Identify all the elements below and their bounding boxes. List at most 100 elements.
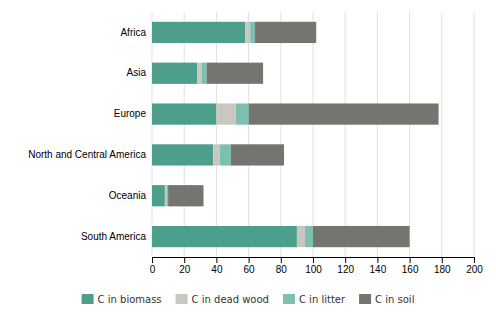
legend-swatch bbox=[82, 294, 94, 304]
x-tick-mark bbox=[345, 257, 346, 263]
legend-item: C in biomass bbox=[82, 294, 162, 305]
x-tick-mark bbox=[474, 257, 475, 263]
bars bbox=[152, 22, 439, 247]
x-tick-mark bbox=[410, 257, 411, 263]
grid-line bbox=[474, 12, 475, 257]
legend-item: C in litter bbox=[283, 294, 346, 305]
x-tick-label: 140 bbox=[370, 264, 387, 275]
bar-series bbox=[165, 22, 305, 247]
bar bbox=[255, 22, 316, 43]
y-tick-label: Europe bbox=[114, 108, 147, 119]
x-tick: 0 bbox=[150, 257, 156, 275]
x-tick-label: 120 bbox=[337, 264, 354, 275]
legend-label: C in soil bbox=[375, 294, 414, 305]
x-tick-label: 160 bbox=[402, 264, 419, 275]
x-tick-label: 20 bbox=[179, 264, 191, 275]
x-tick: 120 bbox=[337, 257, 354, 275]
bar bbox=[197, 63, 202, 84]
chart: 0 20 40 60 80 100 120 140 160 180 200 South America… bbox=[0, 0, 496, 315]
y-tick-label: Asia bbox=[127, 67, 147, 78]
x-tick-mark bbox=[249, 257, 250, 263]
bar bbox=[250, 22, 255, 43]
x-tick-mark bbox=[216, 257, 217, 263]
y-tick: Oceania bbox=[109, 190, 152, 201]
bar bbox=[249, 103, 439, 124]
grid-line bbox=[152, 12, 153, 257]
bar bbox=[152, 185, 165, 206]
bar bbox=[152, 144, 213, 165]
bar bbox=[165, 185, 167, 206]
y-tick: South America bbox=[81, 231, 152, 242]
x-tick-mark bbox=[281, 257, 282, 263]
grid-line bbox=[248, 12, 249, 257]
bar-series bbox=[166, 22, 313, 247]
bar bbox=[245, 22, 250, 43]
bar bbox=[166, 185, 168, 206]
y-tick: Asia bbox=[127, 67, 152, 78]
bar bbox=[152, 226, 297, 247]
x-tick-mark bbox=[152, 257, 153, 263]
legend-swatch bbox=[176, 294, 188, 304]
grid-line bbox=[216, 12, 217, 257]
x-tick-mark bbox=[184, 257, 185, 263]
y-tick: North and Central America bbox=[28, 149, 152, 160]
y-tick-label: North and Central America bbox=[28, 149, 146, 160]
bar bbox=[305, 226, 313, 247]
bar-series bbox=[152, 22, 297, 247]
grid bbox=[152, 12, 474, 257]
x-tick-label: 40 bbox=[211, 264, 223, 275]
bar bbox=[152, 63, 197, 84]
x-tick: 180 bbox=[434, 257, 451, 275]
bar bbox=[231, 144, 284, 165]
bar-series bbox=[168, 22, 438, 247]
legend-item: C in soil bbox=[359, 294, 414, 305]
x-tick-label: 100 bbox=[305, 264, 322, 275]
x-tick-mark bbox=[442, 257, 443, 263]
grid-line bbox=[313, 12, 314, 257]
x-tick: 40 bbox=[211, 257, 223, 275]
bar bbox=[297, 226, 305, 247]
y-tick-label: South America bbox=[81, 231, 146, 242]
bar bbox=[220, 144, 231, 165]
legend-item: C in dead wood bbox=[176, 294, 269, 305]
x-tick: 80 bbox=[276, 257, 288, 275]
plot: 0 20 40 60 80 100 120 140 160 180 200 South America… bbox=[28, 12, 483, 275]
legend: C in biomass C in dead wood C in litter C i… bbox=[82, 294, 415, 305]
grid-line bbox=[345, 12, 346, 257]
x-tick: 60 bbox=[244, 257, 256, 275]
y-axis: South America Oceania North and Central Am… bbox=[28, 27, 152, 242]
bar bbox=[213, 144, 219, 165]
y-tick-label: Africa bbox=[120, 27, 146, 38]
grid-line bbox=[184, 12, 185, 257]
x-axis-line bbox=[153, 258, 475, 264]
x-tick: 20 bbox=[179, 257, 191, 275]
x-tick: 160 bbox=[402, 257, 419, 275]
grid-line bbox=[441, 12, 442, 257]
x-axis: 0 20 40 60 80 100 120 140 160 180 200 bbox=[150, 257, 484, 275]
bar bbox=[207, 63, 263, 84]
bar bbox=[168, 185, 203, 206]
legend-swatch bbox=[359, 294, 371, 304]
x-tick-label: 60 bbox=[244, 264, 256, 275]
x-tick-mark bbox=[377, 257, 378, 263]
legend-label: C in litter bbox=[299, 294, 346, 305]
grid-line bbox=[377, 12, 378, 257]
x-tick: 200 bbox=[466, 257, 483, 275]
legend-swatch bbox=[283, 294, 295, 304]
x-tick-label: 180 bbox=[434, 264, 451, 275]
y-tick: Africa bbox=[120, 27, 152, 38]
bar bbox=[236, 103, 249, 124]
x-tick-mark bbox=[313, 257, 314, 263]
x-tick-label: 200 bbox=[466, 264, 483, 275]
x-tick: 100 bbox=[305, 257, 322, 275]
legend-label: C in biomass bbox=[98, 294, 162, 305]
bar bbox=[152, 103, 216, 124]
grid-line bbox=[409, 12, 410, 257]
grid-line bbox=[280, 12, 281, 257]
x-tick: 140 bbox=[370, 257, 387, 275]
y-tick-label: Oceania bbox=[109, 190, 147, 201]
x-tick-label: 80 bbox=[276, 264, 288, 275]
bar bbox=[216, 103, 235, 124]
x-tick-label: 0 bbox=[150, 264, 156, 275]
bar bbox=[202, 63, 207, 84]
